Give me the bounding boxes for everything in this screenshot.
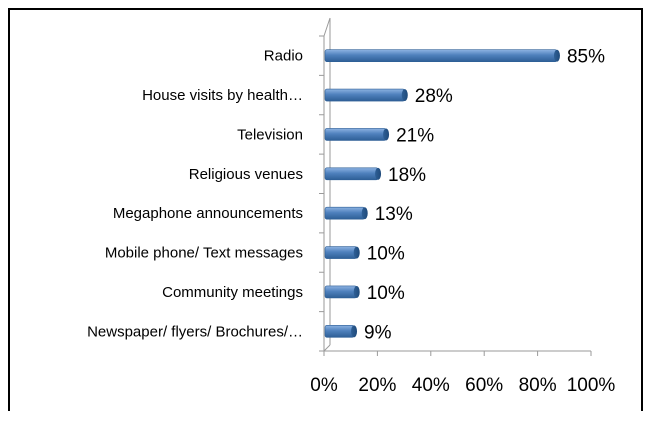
- bar-body: [324, 285, 358, 299]
- x-axis-depth-edge: [323, 344, 331, 352]
- x-tick-label: 40%: [412, 375, 450, 396]
- value-label: 9%: [364, 322, 392, 343]
- x-tick-label: 80%: [519, 375, 557, 396]
- chart-bars: [324, 49, 560, 338]
- value-label: 18%: [388, 165, 426, 186]
- bar: [324, 49, 560, 62]
- bar: [324, 246, 360, 259]
- x-tick-label: 60%: [465, 375, 503, 396]
- x-tick-label: 100%: [567, 375, 616, 396]
- value-label: 13%: [375, 204, 413, 225]
- bar-end-cap: [353, 285, 360, 298]
- bar-body: [324, 49, 558, 62]
- bar-end-cap: [553, 49, 560, 62]
- value-label: 10%: [367, 283, 405, 304]
- bar-end-cap: [353, 246, 360, 259]
- bar: [324, 167, 382, 181]
- value-label: 28%: [415, 86, 453, 107]
- bar-body: [324, 206, 366, 220]
- bar-body: [324, 325, 355, 338]
- value-labels: 85% 28% 21% 18% 13% 10% 10% 9%: [364, 47, 605, 344]
- x-tick-label: 20%: [358, 375, 396, 396]
- category-labels: Radio House visits by health… Television Re…: [87, 48, 303, 341]
- value-label: 85%: [567, 47, 605, 68]
- category-label: Television: [237, 126, 303, 143]
- bar-body: [324, 88, 406, 102]
- value-label: 10%: [367, 244, 405, 265]
- bar-end-cap: [351, 325, 358, 338]
- value-label: 21%: [396, 125, 434, 146]
- bar: [324, 206, 368, 220]
- x-tick-labels: 0% 20% 40% 60% 80% 100%: [310, 375, 615, 396]
- bar-body: [324, 167, 379, 181]
- bar: [324, 128, 390, 141]
- bar-body: [324, 128, 387, 141]
- bar: [324, 285, 360, 299]
- category-label: Megaphone announcements: [113, 205, 303, 222]
- chart-axes: [319, 17, 592, 356]
- bar-end-cap: [383, 128, 390, 141]
- y-axis-top-edge: [323, 17, 331, 37]
- bar: [324, 325, 358, 338]
- bar: [324, 88, 408, 102]
- category-label: Radio: [264, 48, 303, 65]
- category-label: Religious venues: [189, 166, 303, 183]
- category-label: Community meetings: [162, 284, 303, 301]
- x-tick-label: 0%: [310, 375, 338, 396]
- category-label: Mobile phone/ Text messages: [105, 245, 303, 262]
- category-label: Newspaper/ flyers/ Brochures/…: [87, 323, 303, 340]
- bar-body: [324, 246, 358, 259]
- bar-end-cap: [375, 167, 382, 180]
- category-label: House visits by health…: [142, 87, 303, 104]
- bar-end-cap: [401, 89, 408, 102]
- bar-end-cap: [361, 207, 368, 220]
